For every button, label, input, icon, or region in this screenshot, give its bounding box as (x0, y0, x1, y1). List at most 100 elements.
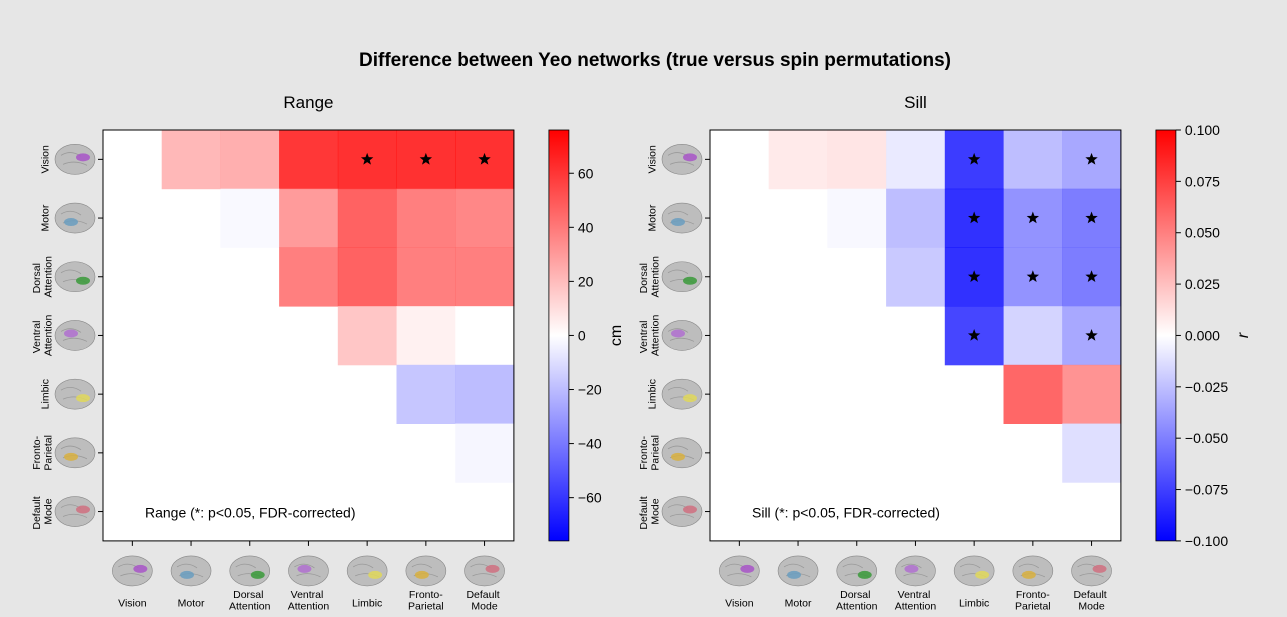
significance-star (1085, 270, 1098, 283)
x-tick-label: Fronto-Parietal (408, 589, 444, 613)
brain-network (975, 570, 990, 579)
brain-icon (1071, 555, 1112, 587)
panel-title: Range (283, 93, 333, 112)
colorbar (548, 129, 570, 542)
brain-network (740, 564, 755, 573)
brain-network (671, 329, 685, 338)
heatmap-cell (396, 247, 456, 307)
y-tick-label: Dorsal Attention (31, 256, 55, 298)
brain-shape (661, 261, 703, 293)
heatmap-cell (827, 188, 887, 248)
heatmap-cell (161, 130, 221, 190)
brain-network (180, 570, 195, 579)
brain-icon (661, 437, 703, 469)
significance-star (967, 328, 981, 341)
brain-icon (54, 496, 96, 527)
heatmap-cell (455, 423, 515, 483)
brain-shape (464, 555, 505, 587)
colorbar-label: r (1235, 332, 1252, 338)
brain-shape (1012, 555, 1054, 587)
heatmap-cell (827, 130, 887, 190)
brain-shape (661, 378, 703, 410)
brain-shape (953, 555, 995, 587)
heatmap-cell (886, 247, 946, 307)
x-tick-label: Motor (178, 598, 205, 610)
brain-shape (54, 437, 96, 469)
heatmap-cell (220, 188, 280, 248)
colorbar-label: cm (608, 325, 625, 346)
x-tick-label: Default Mode (1073, 589, 1109, 613)
heatmap-cell (1062, 364, 1122, 424)
colorbar-tick-label: 0.025 (1185, 276, 1220, 292)
significance-star (967, 211, 981, 224)
heatmap-cell (279, 247, 339, 307)
y-tick-label: Motor (40, 204, 52, 231)
significance-star (967, 270, 981, 283)
brain-shape (719, 555, 760, 587)
brain-icon (54, 261, 96, 293)
brain-shape (661, 496, 703, 527)
brain-shape (54, 144, 96, 175)
brain-shape (112, 555, 153, 587)
heatmap-cell (1003, 364, 1063, 424)
brain-icon (229, 555, 271, 587)
y-tick-label: Dorsal Attention (638, 256, 662, 298)
colorbar-tick-label: 60 (578, 165, 594, 181)
brain-network (683, 394, 697, 403)
brain-network (368, 570, 383, 579)
colorbar-tick-label: −0.025 (1185, 379, 1228, 395)
y-tick-label: Default Mode (31, 493, 55, 529)
brain-icon (288, 555, 329, 587)
y-tick-label: Fronto-Parietal (638, 435, 662, 471)
colorbar-tick-label: −0.075 (1185, 482, 1228, 498)
heatmap-cell (1003, 130, 1063, 190)
brain-shape (54, 202, 96, 234)
heatmap-cell (886, 188, 946, 248)
significance-star (1026, 270, 1040, 283)
colorbar (1155, 129, 1177, 542)
brain-network (64, 452, 78, 461)
heatmap-cell (396, 364, 456, 424)
y-tick-label: Ventral Attention (31, 315, 55, 357)
x-tick-label: Motor (785, 598, 812, 610)
y-tick-label: Ventral Attention (638, 315, 662, 357)
brain-network (250, 570, 265, 579)
brain-icon (953, 555, 995, 587)
x-tick-label: Limbic (959, 598, 989, 610)
brain-shape (229, 555, 271, 587)
colorbar-tick-label: −0.050 (1185, 430, 1228, 446)
x-tick-label: Ventral Attention (895, 589, 937, 613)
heatmap-cell (396, 188, 456, 248)
heatmap-cell (337, 188, 397, 248)
heatmap-cell (455, 306, 515, 366)
brain-icon (54, 320, 96, 351)
heatmap-cell (768, 130, 828, 190)
brain-shape (661, 144, 703, 175)
brain-icon (661, 496, 703, 527)
brain-shape (54, 378, 96, 410)
y-tick-label: Limbic (647, 379, 659, 409)
x-tick-label: Ventral Attention (288, 589, 330, 613)
y-tick-label: Motor (647, 204, 659, 231)
brain-shape (661, 202, 703, 234)
colorbar-tick-label: 0.050 (1185, 225, 1220, 241)
x-tick-label: Vision (725, 598, 754, 610)
heatmap-cell (455, 247, 515, 307)
brain-network (64, 329, 78, 338)
colorbar-tick-label: 0.100 (1185, 122, 1220, 138)
heatmap-cell (337, 247, 397, 307)
brain-sulcus (60, 328, 88, 342)
brain-network (787, 570, 802, 579)
brain-shape (170, 555, 212, 587)
heatmap-cell (886, 130, 946, 190)
brain-icon (54, 378, 96, 410)
brain-shape (661, 437, 703, 469)
significance-star (478, 152, 491, 165)
brain-shape (346, 555, 388, 587)
brain-shape (405, 555, 447, 587)
brain-icon (112, 555, 153, 587)
x-tick-label: Dorsal Attention (229, 589, 271, 613)
brain-icon (464, 555, 505, 587)
brain-network (76, 276, 90, 285)
